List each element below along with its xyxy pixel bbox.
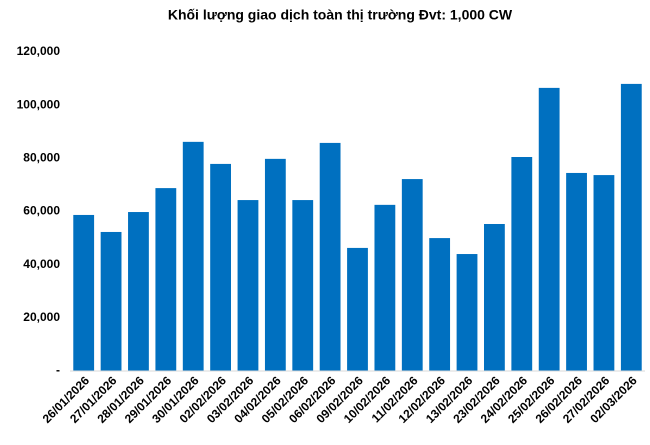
bar (511, 157, 533, 371)
bar (538, 87, 560, 371)
bar (319, 142, 341, 371)
bar (456, 254, 478, 371)
y-tick-label: 120,000 (17, 44, 61, 58)
bar (128, 212, 149, 371)
bar (237, 200, 259, 371)
bar (620, 83, 642, 372)
chart-title: Khối lượng giao dịch toàn thị trường Đvt… (168, 7, 513, 23)
y-tick-label: 60,000 (23, 204, 60, 218)
bar (264, 158, 286, 371)
bar (593, 175, 615, 371)
y-tick-label: 20,000 (23, 310, 60, 324)
y-tick-label: 100,000 (17, 97, 61, 111)
bar (155, 188, 177, 371)
bar (182, 141, 204, 371)
bar (210, 163, 231, 371)
y-tick-label: - (56, 363, 60, 377)
bar (566, 172, 587, 371)
bar (484, 223, 505, 371)
bar (374, 204, 396, 371)
bar (73, 214, 95, 371)
y-tick-label: 40,000 (23, 257, 60, 271)
bar (429, 238, 451, 371)
bar (347, 247, 368, 371)
bar (100, 231, 122, 371)
y-tick-label: 80,000 (23, 151, 60, 165)
bar (292, 200, 314, 371)
bar (401, 179, 423, 371)
